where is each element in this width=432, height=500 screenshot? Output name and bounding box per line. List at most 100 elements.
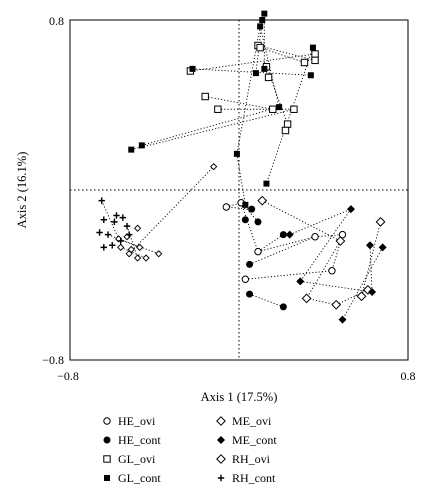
gl-ovi-point-10	[269, 105, 277, 113]
gl-ovi-point-9	[214, 105, 222, 113]
me-ovi-link-3	[335, 289, 369, 306]
he-cont-point-5	[279, 303, 287, 311]
gl-cont-point-7	[307, 72, 314, 79]
he-cont-link-0	[226, 206, 252, 210]
me-ovi-point-1	[335, 236, 346, 246]
me-ovi-link-1	[306, 240, 341, 299]
he-cont-link-3	[249, 293, 284, 308]
gl-cont-link-7	[236, 26, 261, 154]
gl-cont-point-11	[233, 150, 240, 157]
link-lines	[101, 13, 384, 320]
rh-ovi-link-1	[120, 246, 147, 259]
he-ovi-link-1	[240, 202, 259, 252]
he-ovi-point-6	[328, 267, 336, 275]
legend-marker-gl-cont	[104, 475, 110, 481]
he-ovi-link-3	[315, 234, 343, 238]
gl-cont-point-8	[276, 104, 283, 111]
me-cont-link-0	[289, 208, 352, 236]
me-cont-link-2	[369, 245, 373, 293]
rh-ovi-point-9	[133, 224, 142, 232]
rh-cont-point-5	[109, 242, 116, 249]
data-points	[96, 10, 387, 324]
me-ovi-point-4	[331, 299, 342, 310]
rh-ovi-point-6	[133, 254, 142, 262]
gl-ovi-link-1	[257, 45, 316, 61]
legend-label-he-cont: HE_cont	[118, 433, 161, 447]
rh-ovi-point-2	[117, 243, 125, 252]
legend-marker-me-cont	[217, 436, 225, 444]
rh-ovi-point-10	[210, 162, 218, 171]
me-ovi-point-5	[356, 291, 367, 302]
rh-cont-point-9	[125, 231, 133, 238]
rh-cont-point-3	[96, 229, 103, 236]
legend-label-me-ovi: ME_ovi	[232, 414, 272, 428]
me-ovi-link-0	[262, 200, 341, 242]
me-cont-point-1	[346, 205, 355, 214]
gl-ovi-point-13	[281, 126, 290, 135]
legend-marker-he-cont	[103, 436, 111, 444]
gl-cont-point-12	[263, 180, 270, 187]
he-ovi-point-4	[241, 275, 250, 283]
gl-cont-link-4	[131, 108, 295, 151]
he-cont-link-4	[257, 234, 284, 252]
y-tick-bottom: −0.8	[42, 353, 64, 367]
legend: HE_ovi HE_cont GL_ovi GL_cont ME_ovi ME_cont R…	[103, 414, 277, 485]
me-cont-point-3	[378, 243, 387, 252]
me-ovi-link-4	[306, 297, 337, 306]
gl-cont-point-9	[138, 142, 145, 149]
he-ovi-point-5	[338, 230, 347, 239]
y-axis-label: Axis 2 (16.1%)	[15, 152, 29, 229]
gl-cont-point-2	[257, 23, 264, 30]
he-ovi-point-3	[311, 233, 319, 241]
gl-cont-point-3	[189, 65, 196, 72]
legend-label-me-cont: ME_cont	[232, 433, 277, 447]
rh-cont-point-8	[123, 222, 131, 230]
rh-cont-point-11	[113, 212, 120, 219]
legend-marker-gl-ovi	[103, 455, 111, 463]
legend-label-he-ovi: HE_ovi	[118, 414, 156, 428]
legend-label-rh-ovi: RH_ovi	[232, 452, 271, 466]
gl-cont-link-5	[192, 68, 311, 76]
he-cont-point-4	[279, 231, 287, 239]
rh-ovi-point-5	[136, 243, 144, 252]
rh-cont-point-0	[98, 197, 105, 204]
rh-cont-point-4	[104, 231, 112, 238]
rh-cont-point-6	[100, 244, 107, 251]
gl-ovi-point-6	[264, 73, 273, 82]
x-tick-right: 0.8	[401, 369, 416, 383]
gl-cont-point-1	[259, 17, 266, 23]
rh-ovi-point-8	[155, 250, 163, 258]
me-cont-point-2	[365, 241, 374, 250]
me-ovi-point-3	[301, 293, 312, 304]
rh-cont-point-1	[100, 216, 107, 223]
gl-cont-link-2	[259, 26, 280, 108]
legend-marker-me-ovi	[216, 416, 226, 426]
rh-cont-point-7	[117, 237, 124, 245]
gl-ovi-point-11	[290, 105, 298, 113]
gl-ovi-point-3	[311, 50, 319, 58]
me-ovi-point-2	[375, 216, 386, 227]
legend-label-rh-cont: RH_cont	[232, 471, 276, 485]
he-ovi-link-2	[257, 236, 316, 253]
rh-cont-point-10	[119, 214, 127, 221]
gl-cont-link-6	[266, 47, 314, 184]
legend-label-gl-cont: GL_cont	[118, 471, 161, 485]
legend-marker-rh-cont	[217, 474, 225, 482]
rh-cont-link-2	[126, 225, 139, 259]
gl-ovi-point-12	[283, 120, 292, 128]
gl-cont-point-6	[252, 70, 259, 77]
gl-cont-point-13	[242, 201, 249, 208]
gl-cont-point-10	[128, 146, 135, 153]
x-tick-left: −0.8	[57, 369, 79, 383]
he-cont-link-1	[240, 202, 259, 223]
rh-ovi-link-2	[128, 166, 214, 255]
gl-ovi-link-2	[259, 47, 305, 63]
y-tick-top: 0.8	[49, 14, 64, 28]
gl-cont-point-4	[309, 44, 316, 51]
legend-marker-rh-ovi	[216, 454, 226, 464]
me-cont-link-4	[300, 280, 373, 293]
he-cont-point-0	[248, 205, 256, 213]
he-cont-point-3	[246, 260, 254, 268]
he-ovi-point-0	[222, 203, 231, 211]
gl-cont-point-0	[261, 10, 268, 17]
